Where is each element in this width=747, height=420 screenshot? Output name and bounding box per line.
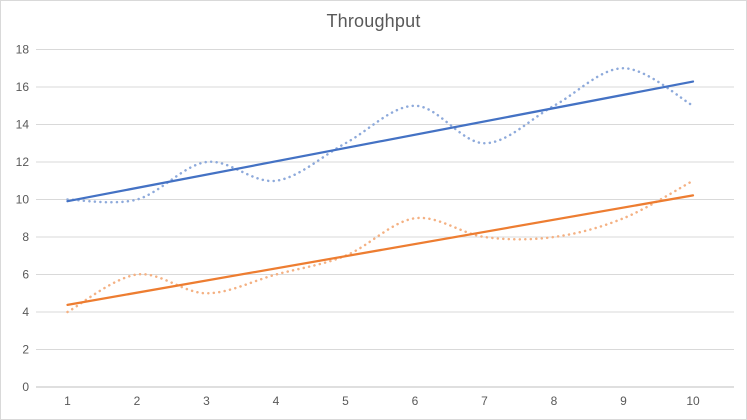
y-tick-label: 0 [22, 380, 29, 394]
y-tick-label: 14 [16, 118, 30, 132]
x-tick-label: 10 [686, 394, 700, 408]
x-tick-label: 8 [551, 394, 558, 408]
trendline [66, 80, 695, 203]
x-tick-label: 6 [412, 394, 419, 408]
x-tick-label: 4 [273, 394, 280, 408]
y-tick-label: 10 [16, 193, 30, 207]
trendline [66, 194, 695, 306]
y-tick-label: 18 [16, 43, 30, 57]
x-tick-label: 7 [481, 394, 488, 408]
x-tick-label: 5 [342, 394, 349, 408]
y-tick-label: 4 [22, 305, 29, 319]
x-tick-label: 9 [620, 394, 627, 408]
y-tick-label: 16 [16, 80, 30, 94]
data-series-line [66, 66, 695, 204]
x-tick-label: 3 [203, 394, 210, 408]
data-series-line [66, 179, 695, 314]
y-tick-label: 2 [22, 343, 29, 357]
y-tick-label: 8 [22, 230, 29, 244]
y-tick-label: 6 [22, 268, 29, 282]
x-tick-label: 1 [64, 394, 71, 408]
y-tick-label: 12 [16, 155, 30, 169]
x-tick-label: 2 [134, 394, 141, 408]
